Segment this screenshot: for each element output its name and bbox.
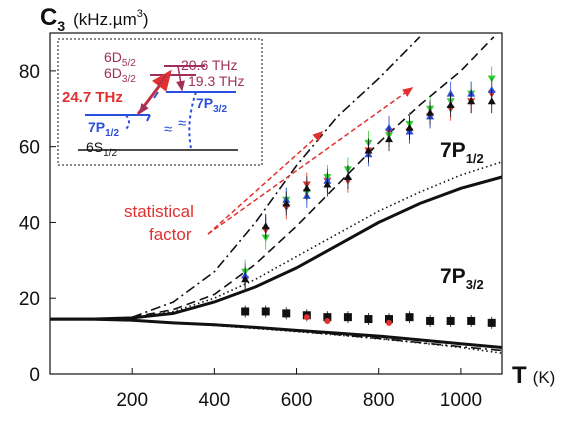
x-tick-label: 600 — [281, 390, 313, 411]
y-tick-label: 20 — [19, 289, 40, 310]
curve-dashdot — [131, 36, 421, 318]
curve-dashed — [132, 36, 495, 318]
inset-6d52: 6D5/2 — [104, 49, 136, 69]
data-point — [386, 319, 392, 326]
y-tick-label: 80 — [19, 62, 40, 83]
x-tick-label: 200 — [116, 390, 148, 411]
data-markers — [241, 66, 496, 329]
inset-approx-1: ≈ — [164, 121, 172, 138]
x-tick-label: 800 — [363, 390, 395, 411]
inset-7p12: 7P1/2 — [88, 119, 119, 139]
label-7p32: 7P3/2 — [440, 265, 484, 292]
curve-dotted — [132, 319, 503, 354]
inset-approx-2: ≈ — [178, 115, 186, 132]
y-axis-label: C3 (kHz.µm3) — [40, 4, 149, 34]
energy-level-inset — [57, 38, 263, 166]
inset-6d32: 6D3/2 — [104, 65, 136, 85]
inset-206thz: 20.6 THz — [181, 57, 238, 73]
theory-curves — [50, 36, 503, 354]
x-tick-label: 400 — [199, 390, 231, 411]
curve-solid — [50, 175, 503, 321]
x-axis-ticks: 200 400 600 800 1000 — [116, 368, 482, 411]
label-7p12: 7P1/2 — [440, 139, 484, 166]
inset-247thz: 24.7 THz — [62, 89, 123, 106]
plot-frame — [49, 32, 503, 375]
inset-7p32: 7P3/2 — [196, 95, 227, 115]
inset-6s12: 6S1/2 — [86, 139, 117, 159]
curve-dashdot — [132, 319, 503, 352]
statistical-factor-label-2: factor — [149, 225, 192, 244]
x-tick-label: 1000 — [440, 390, 482, 411]
statistical-factor-label: statistical — [124, 202, 194, 221]
curve-dotted — [132, 161, 503, 319]
data-point — [303, 314, 310, 321]
y-tick-label: 0 — [29, 365, 40, 386]
y-axis-ticks: 0 20 40 60 80 — [19, 62, 56, 386]
statistical-factor-arrows — [207, 87, 414, 235]
x-axis-label: T (K) — [512, 362, 555, 389]
y-tick-label: 60 — [19, 138, 40, 159]
inset-193thz: 19.3 THz — [188, 73, 245, 89]
y-tick-label: 40 — [19, 213, 40, 234]
data-point — [324, 317, 331, 324]
